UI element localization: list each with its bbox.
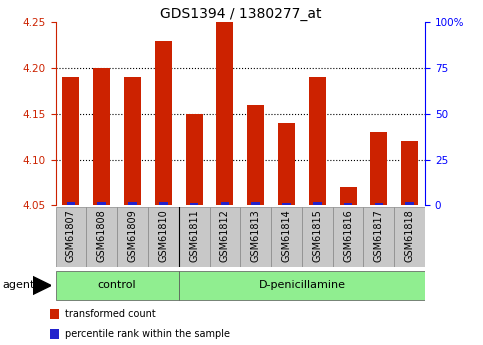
Bar xyxy=(128,201,137,205)
Text: GSM61816: GSM61816 xyxy=(343,209,353,262)
Text: GSM61811: GSM61811 xyxy=(189,209,199,262)
Bar xyxy=(240,207,271,267)
Text: GSM61807: GSM61807 xyxy=(66,209,76,262)
Polygon shape xyxy=(33,277,51,294)
Text: D-penicillamine: D-penicillamine xyxy=(258,280,345,290)
Bar xyxy=(221,201,229,205)
Bar xyxy=(247,105,264,205)
Bar xyxy=(309,77,326,205)
Bar xyxy=(216,22,233,205)
Bar xyxy=(333,207,364,267)
Bar xyxy=(62,77,79,205)
Bar xyxy=(67,201,75,205)
Bar xyxy=(159,201,168,205)
Bar xyxy=(50,328,59,339)
Text: GSM61818: GSM61818 xyxy=(405,209,414,262)
Bar xyxy=(179,271,425,300)
Bar xyxy=(155,41,172,205)
Bar xyxy=(364,207,394,267)
Text: GSM61814: GSM61814 xyxy=(282,209,291,262)
Bar xyxy=(185,114,202,205)
Text: GSM61812: GSM61812 xyxy=(220,209,230,262)
Text: GSM61817: GSM61817 xyxy=(374,209,384,262)
Bar xyxy=(50,308,59,319)
Bar xyxy=(271,207,302,267)
Text: GSM61809: GSM61809 xyxy=(128,209,138,262)
Bar xyxy=(302,207,333,267)
Bar xyxy=(179,207,210,267)
Text: GSM61813: GSM61813 xyxy=(251,209,261,262)
Bar xyxy=(278,123,295,205)
Bar xyxy=(190,204,199,205)
Bar xyxy=(374,204,383,205)
Bar xyxy=(313,201,322,205)
Bar xyxy=(98,201,106,205)
Bar xyxy=(56,271,179,300)
Bar xyxy=(56,207,86,267)
Title: GDS1394 / 1380277_at: GDS1394 / 1380277_at xyxy=(159,7,321,21)
Bar xyxy=(340,187,356,205)
Bar xyxy=(124,77,141,205)
Bar xyxy=(117,207,148,267)
Bar xyxy=(344,204,353,205)
Bar xyxy=(251,201,260,205)
Bar xyxy=(210,207,240,267)
Bar xyxy=(148,207,179,267)
Bar xyxy=(394,207,425,267)
Bar xyxy=(370,132,387,205)
Text: GSM61810: GSM61810 xyxy=(158,209,168,262)
Bar xyxy=(93,68,110,205)
Text: GSM61815: GSM61815 xyxy=(313,209,322,262)
Text: transformed count: transformed count xyxy=(65,309,156,319)
Bar xyxy=(405,201,414,205)
Text: GSM61808: GSM61808 xyxy=(97,209,107,262)
Text: agent: agent xyxy=(2,280,35,290)
Bar xyxy=(282,204,291,205)
Text: percentile rank within the sample: percentile rank within the sample xyxy=(65,329,230,339)
Text: control: control xyxy=(98,280,136,290)
Bar xyxy=(401,141,418,205)
Bar xyxy=(86,207,117,267)
